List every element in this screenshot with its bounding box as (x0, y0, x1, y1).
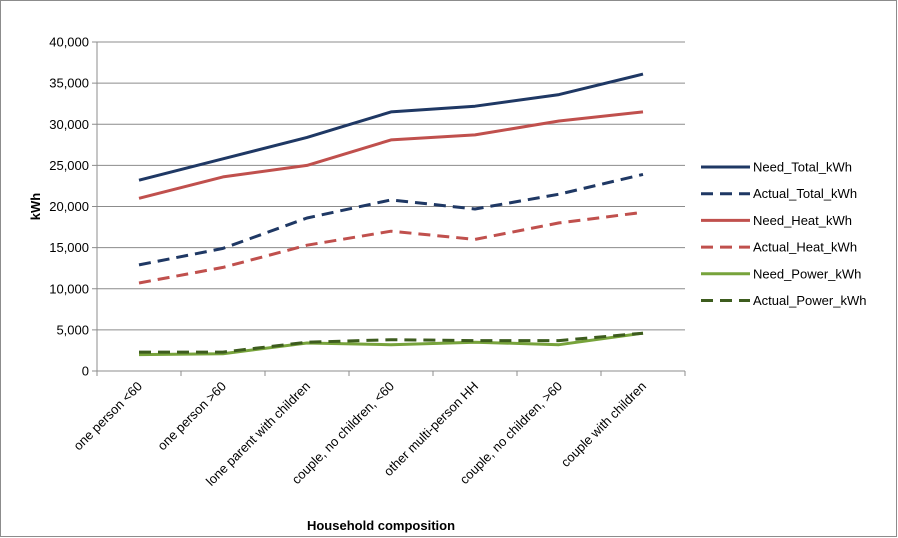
x-tick-label: couple with children (558, 379, 649, 470)
y-tick-labels: 0 5,000 10,000 15,000 20,000 25,000 30,000 35,0… (49, 35, 89, 379)
legend: Need_Total_kWh Actual_Total_kWh Need_Heat_… (701, 160, 866, 308)
series-line-actual-total-kwh (138, 172, 644, 267)
y-tick-label: 30,000 (49, 117, 89, 132)
series-line-need-total-kwh (138, 72, 644, 182)
y-tick-label: 25,000 (49, 158, 89, 173)
legend-label: Need_Heat_kWh (753, 213, 852, 228)
y-tick-label: 35,000 (49, 76, 89, 91)
x-tick-label: one person <60 (70, 379, 145, 454)
legend-label: Actual_Power_kWh (753, 293, 866, 308)
y-axis-title: kWh (28, 193, 43, 221)
y-tick-label: 15,000 (49, 240, 89, 255)
y-tick-label: 10,000 (49, 281, 89, 296)
y-tick-label: 0 (82, 364, 89, 379)
series-line-need-power-kwh (138, 331, 644, 357)
x-axis-title: Household composition (307, 518, 455, 533)
legend-label: Need_Total_kWh (753, 160, 852, 175)
axes (92, 41, 686, 376)
series-line-need-heat-kwh (138, 110, 644, 200)
series-lines (138, 72, 644, 357)
legend-label: Need_Power_kWh (753, 266, 861, 281)
y-tick-label: 5,000 (56, 322, 89, 337)
x-tick-label: one person >60 (154, 379, 229, 454)
y-tick-label: 40,000 (49, 35, 89, 50)
y-tick-label: 20,000 (49, 199, 89, 214)
x-tick-label: other multi-person HH (381, 379, 482, 480)
legend-label: Actual_Total_kWh (753, 186, 857, 201)
series-line-actual-power-kwh (139, 331, 644, 354)
legend-label: Actual_Heat_kWh (753, 240, 857, 255)
series-line-actual-heat-kwh (138, 210, 644, 285)
